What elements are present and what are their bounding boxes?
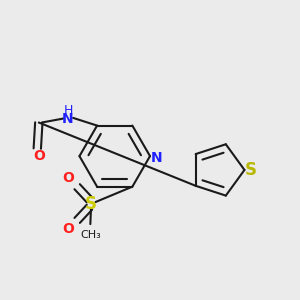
Text: N: N <box>62 112 74 125</box>
Text: O: O <box>62 171 74 185</box>
Text: S: S <box>245 161 257 179</box>
Text: N: N <box>151 151 163 165</box>
Text: O: O <box>62 222 74 236</box>
Text: CH₃: CH₃ <box>80 230 101 240</box>
Text: O: O <box>33 149 45 163</box>
Text: S: S <box>85 194 97 212</box>
Text: H: H <box>63 104 73 117</box>
